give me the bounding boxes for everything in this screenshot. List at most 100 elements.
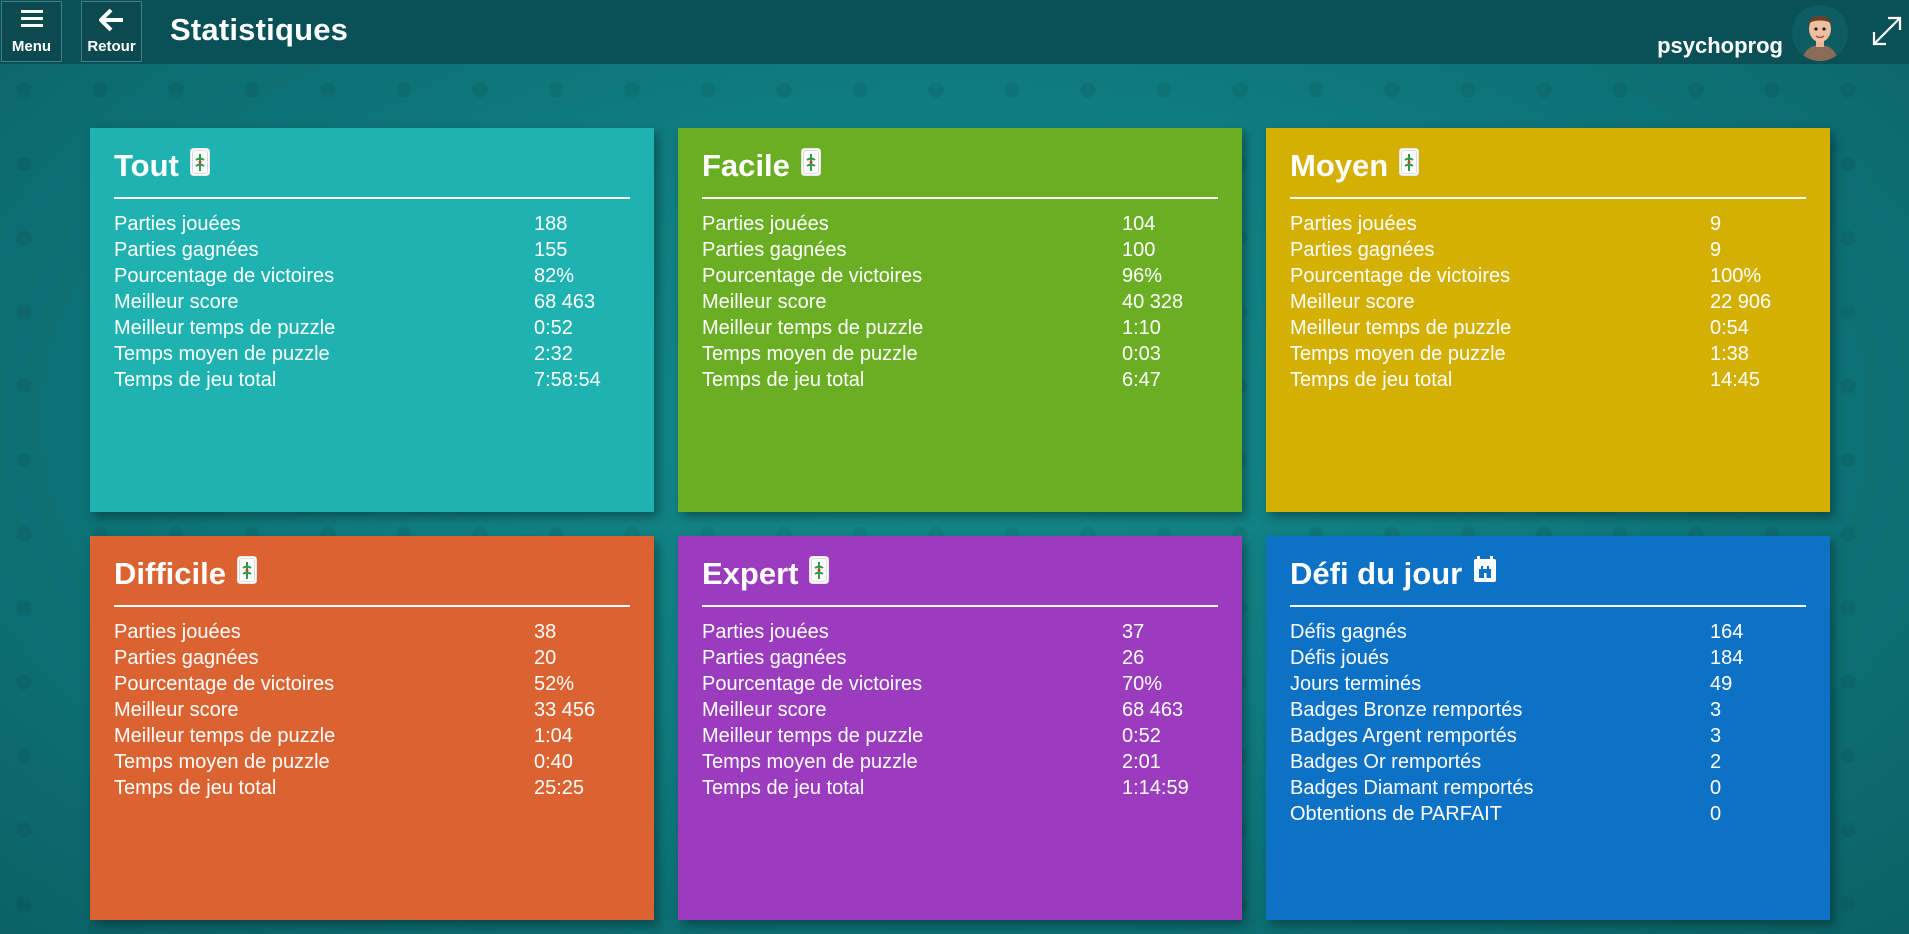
- card-header: Tout: [114, 146, 630, 186]
- card-header: Moyen: [1290, 146, 1806, 186]
- stat-row: Temps moyen de puzzle 0:40: [114, 749, 630, 775]
- stat-label: Meilleur score: [1290, 291, 1415, 313]
- stat-value: 9: [1710, 213, 1722, 235]
- menu-button-label: Menu: [11, 38, 52, 55]
- mahjong-tile-icon: [189, 147, 211, 185]
- stat-label: Meilleur score: [114, 291, 239, 313]
- stat-value: 2:32: [534, 343, 573, 365]
- stat-row: Pourcentage de victoires 52%: [114, 671, 630, 697]
- stat-row: Temps moyen de puzzle 2:01: [702, 749, 1218, 775]
- card-header: Défi du jour: [1290, 554, 1806, 594]
- stat-label: Pourcentage de victoires: [114, 673, 335, 695]
- stat-label: Temps de jeu total: [702, 369, 865, 391]
- arrow-left-icon: [97, 8, 125, 38]
- stat-row: Badges Argent remportés 3: [1290, 723, 1806, 749]
- stat-row: Temps de jeu total 6:47: [702, 367, 1218, 393]
- stat-value: 22 906: [1710, 291, 1772, 313]
- stat-label: Parties gagnées: [702, 647, 847, 669]
- stat-row: Temps de jeu total 25:25: [114, 775, 630, 801]
- card-header: Difficile: [114, 554, 630, 594]
- stat-value: 68 463: [534, 291, 596, 313]
- stats-card-facile: Facile Parties jouées 104 Parties gagnées 10…: [678, 128, 1242, 512]
- stat-value: 184: [1710, 647, 1744, 669]
- stat-value: 70%: [1122, 673, 1163, 695]
- back-button[interactable]: Retour: [81, 1, 142, 62]
- stats-card-moyen: Moyen Parties jouées 9 Parties gagnées 9 Pour…: [1266, 128, 1830, 512]
- stat-row: Parties gagnées 155: [114, 237, 630, 263]
- stat-value: 82%: [534, 265, 575, 287]
- stat-row: Pourcentage de victoires 100%: [1290, 263, 1806, 289]
- stat-row: Obtentions de PARFAIT 0: [1290, 801, 1806, 827]
- stat-value: 1:10: [1122, 317, 1161, 339]
- stat-label: Pourcentage de victoires: [702, 265, 923, 287]
- mahjong-tile-icon: [1398, 147, 1420, 185]
- stat-label: Temps moyen de puzzle: [702, 751, 918, 773]
- stat-value: 14:45: [1710, 369, 1761, 391]
- stat-value: 96%: [1122, 265, 1163, 287]
- stat-row: Parties jouées 9: [1290, 211, 1806, 237]
- expand-icon[interactable]: [1868, 12, 1906, 50]
- stat-value: 52%: [534, 673, 575, 695]
- username[interactable]: psychoprog: [1657, 33, 1783, 58]
- stat-row: Temps de jeu total 14:45: [1290, 367, 1806, 393]
- stat-row: Parties jouées 37: [702, 619, 1218, 645]
- stat-label: Parties gagnées: [702, 239, 847, 261]
- menu-button[interactable]: Menu: [1, 1, 62, 62]
- card-title: Facile: [702, 148, 790, 183]
- stat-label: Meilleur temps de puzzle: [114, 725, 336, 747]
- stat-value: 188: [534, 213, 568, 235]
- mahjong-tile-icon: [236, 555, 258, 593]
- stat-value: 40 328: [1122, 291, 1184, 313]
- stat-row: Meilleur score 33 456: [114, 697, 630, 723]
- stat-value: 33 456: [534, 699, 596, 721]
- stat-label: Parties jouées: [114, 213, 241, 235]
- stat-row: Temps moyen de puzzle 0:03: [702, 341, 1218, 367]
- stat-label: Parties jouées: [702, 621, 829, 643]
- stat-row: Meilleur score 68 463: [114, 289, 630, 315]
- stat-value: 9: [1710, 239, 1722, 261]
- stat-value: 0: [1710, 777, 1722, 799]
- stat-value: 25:25: [534, 777, 585, 799]
- back-button-label: Retour: [87, 38, 136, 55]
- stat-row: Temps de jeu total 7:58:54: [114, 367, 630, 393]
- stat-label: Meilleur score: [702, 699, 827, 721]
- stat-label: Temps de jeu total: [114, 369, 277, 391]
- divider: [114, 605, 630, 607]
- divider: [1290, 605, 1806, 607]
- card-title: Moyen: [1290, 148, 1389, 183]
- card-title: Tout: [114, 148, 179, 183]
- stat-value: 0:54: [1710, 317, 1749, 339]
- stat-label: Défis gagnés: [1290, 621, 1407, 643]
- stat-value: 3: [1710, 725, 1722, 747]
- stat-label: Badges Or remportés: [1290, 751, 1482, 773]
- card-header: Expert: [702, 554, 1218, 594]
- stat-value: 0: [1710, 803, 1722, 825]
- stat-value: 6:47: [1122, 369, 1161, 391]
- stat-label: Temps de jeu total: [114, 777, 277, 799]
- calendar-castle-icon: [1472, 555, 1498, 593]
- stat-label: Meilleur temps de puzzle: [702, 725, 924, 747]
- stat-value: 1:04: [534, 725, 573, 747]
- stat-value: 100: [1122, 239, 1156, 261]
- stat-label: Parties jouées: [114, 621, 241, 643]
- stat-value: 0:52: [534, 317, 573, 339]
- stats-card-expert: Expert Parties jouées 37 Parties gagnées 26 P…: [678, 536, 1242, 920]
- avatar[interactable]: [1792, 5, 1848, 61]
- stat-row: Parties gagnées 20: [114, 645, 630, 671]
- top-bar: Menu Retour Statistiques psychoprog: [0, 0, 1909, 64]
- stat-row: Parties gagnées 9: [1290, 237, 1806, 263]
- divider: [1290, 197, 1806, 199]
- stat-row: Temps moyen de puzzle 1:38: [1290, 341, 1806, 367]
- stat-value: 0:52: [1122, 725, 1161, 747]
- stat-value: 3: [1710, 699, 1722, 721]
- stat-row: Temps de jeu total 1:14:59: [702, 775, 1218, 801]
- stat-label: Temps de jeu total: [1290, 369, 1453, 391]
- stat-row: Jours terminés 49: [1290, 671, 1806, 697]
- stat-value: 104: [1122, 213, 1156, 235]
- stat-label: Badges Argent remportés: [1290, 725, 1517, 747]
- stat-row: Badges Bronze remportés 3: [1290, 697, 1806, 723]
- card-header: Facile: [702, 146, 1218, 186]
- stat-label: Parties gagnées: [114, 239, 259, 261]
- stat-label: Pourcentage de victoires: [1290, 265, 1511, 287]
- stat-value: 2:01: [1122, 751, 1161, 773]
